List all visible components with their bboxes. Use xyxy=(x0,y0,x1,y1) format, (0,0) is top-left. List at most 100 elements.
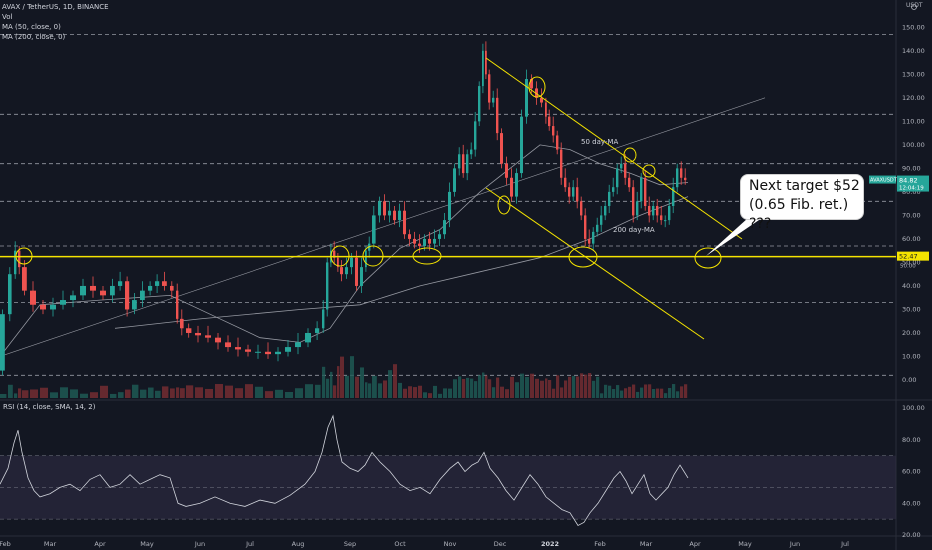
volume-bar xyxy=(525,376,529,398)
candle-body xyxy=(684,177,687,181)
candle-body xyxy=(676,168,679,188)
volume-bar xyxy=(478,375,482,398)
ma200-legend[interactable]: MA (200, close, 0) xyxy=(2,33,66,41)
currency-label: USDT xyxy=(906,2,923,9)
volume-bar xyxy=(365,382,368,398)
volume-bar xyxy=(648,384,652,398)
rsi-tick-label: 40.00 xyxy=(902,499,921,507)
candle-body xyxy=(462,154,465,174)
candle-body xyxy=(433,238,436,244)
volume-bar xyxy=(285,391,293,398)
volume-bar xyxy=(568,376,572,398)
candle-body xyxy=(80,285,86,296)
candle-body xyxy=(664,220,667,222)
symbol-title[interactable]: AVAX / TetherUS, 1D, BINANCE xyxy=(2,3,109,11)
ma50-legend[interactable]: MA (50, close, 0) xyxy=(2,23,61,31)
candle-body xyxy=(18,250,21,268)
volume-bar xyxy=(40,387,48,398)
volume-bar xyxy=(564,380,568,398)
volume-bar xyxy=(470,378,474,398)
volume-bar xyxy=(652,388,656,398)
time-axis-label: Nov xyxy=(444,540,457,548)
volume-bar xyxy=(305,384,313,398)
time-axis-label: Oct xyxy=(394,540,406,548)
candle-body xyxy=(443,220,446,235)
volume-bar xyxy=(22,390,29,398)
candle-body xyxy=(660,215,663,221)
candle-body xyxy=(500,133,503,164)
candle-body xyxy=(255,351,261,353)
candle-body xyxy=(596,224,599,232)
candle-body xyxy=(478,86,481,122)
ma50-annotation: 50 day-MA xyxy=(581,138,619,146)
volume-bar xyxy=(265,391,273,398)
annotation-circle xyxy=(568,246,598,268)
candle-body xyxy=(474,121,477,150)
volume-bar xyxy=(100,385,108,398)
time-axis-label: Mar xyxy=(640,540,653,548)
volume-bar xyxy=(466,377,470,398)
volume-bar xyxy=(176,387,180,398)
candle-body xyxy=(672,187,675,206)
candle-body xyxy=(355,257,358,286)
callout-pointer xyxy=(706,218,762,256)
candle-body xyxy=(245,349,251,352)
volume-bar xyxy=(14,393,18,398)
last-price-value: 84.82 xyxy=(899,177,918,185)
candle-body xyxy=(616,168,619,188)
volume-bar xyxy=(616,385,620,398)
volume-bar xyxy=(30,389,38,398)
candle-body xyxy=(680,168,683,178)
candle-body xyxy=(632,187,635,216)
volume-bar xyxy=(556,375,560,398)
volume-bar xyxy=(393,364,397,398)
last-price-badge xyxy=(897,175,929,192)
candle-body xyxy=(568,187,571,197)
candle-body xyxy=(275,351,281,355)
candle-body xyxy=(505,163,508,178)
candle-body xyxy=(398,210,401,221)
rsi-line xyxy=(0,414,689,527)
lower-channel-line xyxy=(485,187,705,340)
volume-bar xyxy=(18,388,22,398)
volume-bar xyxy=(170,388,175,398)
price-tick-label: 90.00 xyxy=(902,164,921,172)
price-tick-label: 30.00 xyxy=(902,305,921,313)
candle-body xyxy=(118,281,123,286)
volume-bar xyxy=(125,389,131,398)
volume-bar xyxy=(398,382,402,398)
volume-bar xyxy=(330,371,333,398)
vol-label[interactable]: Vol xyxy=(2,13,13,21)
symbol-badge-label: AVAXUSDT xyxy=(870,178,898,184)
volume-bar xyxy=(378,383,382,398)
candle-body xyxy=(556,135,559,150)
volume-bar xyxy=(245,384,253,398)
candle-body xyxy=(132,300,137,310)
volume-bar xyxy=(205,388,213,398)
volume-bar xyxy=(458,376,462,398)
volume-bar xyxy=(235,388,243,398)
volume-bar xyxy=(275,389,283,398)
candle-body xyxy=(170,285,174,291)
candle-body xyxy=(180,318,184,329)
volume-bar xyxy=(672,384,676,398)
candle-body xyxy=(540,97,543,103)
volume-bar xyxy=(628,386,632,398)
time-axis-label: Jul xyxy=(245,540,254,548)
time-axis-label: Apr xyxy=(689,540,701,548)
volume-bar xyxy=(612,389,616,398)
time-axis-label: 2022 xyxy=(541,540,559,548)
volume-bar xyxy=(592,380,596,398)
candle-body xyxy=(488,74,491,103)
candle-body xyxy=(564,177,567,188)
candle-body xyxy=(315,328,320,333)
rsi-legend[interactable]: RSI (14, close, SMA, 14, 2) xyxy=(3,403,96,411)
candle-body xyxy=(30,290,36,305)
candle-body xyxy=(620,163,623,169)
candle-body xyxy=(612,187,615,192)
annotation-circle xyxy=(362,245,384,267)
volume-bar xyxy=(110,393,117,398)
ma200-annotation: 200 day-MA xyxy=(613,226,655,234)
